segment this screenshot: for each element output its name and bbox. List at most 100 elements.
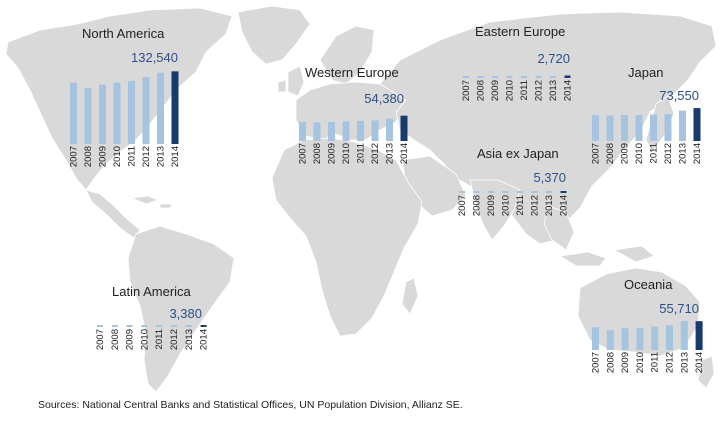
tick-label-2012: 2012 xyxy=(169,329,180,350)
bar-2010 xyxy=(635,115,643,141)
value-label: 73,550 xyxy=(659,88,699,103)
bar-2008 xyxy=(313,122,321,141)
bar-2012 xyxy=(142,77,150,144)
tick-label-2010: 2010 xyxy=(634,143,645,164)
bar-2011 xyxy=(128,80,135,144)
tick-label-2014: 2014 xyxy=(692,143,703,164)
south-america-landmass xyxy=(127,225,235,393)
tick-label-2010: 2010 xyxy=(501,195,512,216)
indian-subcontinent-landmass xyxy=(469,179,521,241)
bar-2007 xyxy=(592,327,599,350)
central-america-landmass xyxy=(85,189,141,239)
tick-label-2009: 2009 xyxy=(125,329,136,350)
bar-2013 xyxy=(157,72,164,144)
bar-2010 xyxy=(141,325,148,327)
tick-label-2009: 2009 xyxy=(620,143,631,164)
bar-2011 xyxy=(650,114,657,141)
asia-ex-japan-title: Asia ex Japan xyxy=(477,146,559,161)
tick-label-2008: 2008 xyxy=(476,80,487,101)
value-label: 2,720 xyxy=(537,51,570,66)
eastern-europe-title: Eastern Europe xyxy=(475,24,566,39)
bar-2014 xyxy=(200,325,207,327)
caribbean-islands xyxy=(131,195,173,209)
bar-2013 xyxy=(546,191,552,193)
bar-2008 xyxy=(84,88,92,144)
tick-label-2012: 2012 xyxy=(663,143,674,164)
tick-label-2011: 2011 xyxy=(356,143,367,163)
tick-label-2007: 2007 xyxy=(69,146,80,167)
source-note: Sources: National Central Banks and Stat… xyxy=(38,399,463,411)
oceania-chart: 2007 2008 2009 2010 2011 2012 2013 2014 55,710 xyxy=(591,301,706,373)
bar-2008 xyxy=(477,76,484,78)
bar-2009 xyxy=(621,328,629,350)
greenland-landmass xyxy=(237,5,311,65)
new-zealand-landmass xyxy=(697,355,715,389)
tick-label-2014: 2014 xyxy=(563,80,574,101)
tick-label-2012: 2012 xyxy=(665,352,676,373)
value-label: 5,370 xyxy=(533,170,566,185)
value-label: 55,710 xyxy=(659,301,699,316)
tick-label-2008: 2008 xyxy=(605,352,616,373)
bar-2009 xyxy=(328,121,335,141)
tick-label-2010: 2010 xyxy=(341,143,352,164)
africa-landmass xyxy=(271,137,423,337)
bar-2013 xyxy=(679,110,686,141)
bar-2014 xyxy=(693,108,701,141)
bar-2007 xyxy=(592,115,599,141)
tick-label-2014: 2014 xyxy=(399,143,410,164)
tick-label-2013: 2013 xyxy=(184,329,195,350)
bar-2012 xyxy=(531,191,538,193)
bar-2009 xyxy=(99,84,106,144)
tick-label-2011: 2011 xyxy=(519,80,530,100)
western-europe-chart: 2007 2008 2009 2010 2011 2012 2013 2014 54,380 xyxy=(298,91,411,164)
tick-label-2009: 2009 xyxy=(490,80,501,101)
bar-2014 xyxy=(400,115,408,141)
tick-label-2013: 2013 xyxy=(385,143,396,164)
tick-label-2009: 2009 xyxy=(620,352,631,373)
value-label: 54,380 xyxy=(364,91,404,106)
tick-label-2007: 2007 xyxy=(457,195,468,216)
tick-label-2012: 2012 xyxy=(141,146,152,167)
bar-2007 xyxy=(97,325,103,327)
tick-label-2011: 2011 xyxy=(650,352,661,372)
asia-ex-japan-chart: 2007 2008 2009 2010 2011 2012 2013 2014 5,370 xyxy=(457,170,570,216)
bar-2012 xyxy=(371,120,379,141)
bar-2012 xyxy=(666,325,673,350)
bar-2007 xyxy=(70,82,77,144)
tick-label-2010: 2010 xyxy=(112,146,123,167)
oceania-title: Oceania xyxy=(624,277,673,292)
bar-2009 xyxy=(621,115,628,141)
bar-2010 xyxy=(342,121,350,141)
tick-label-2008: 2008 xyxy=(83,146,94,167)
tick-label-2011: 2011 xyxy=(649,143,660,163)
tick-label-2007: 2007 xyxy=(95,329,106,350)
tick-label-2007: 2007 xyxy=(461,80,472,101)
bar-2009 xyxy=(488,191,494,193)
bar-2013 xyxy=(386,118,393,141)
tick-label-2012: 2012 xyxy=(530,195,541,216)
bar-2011 xyxy=(651,326,659,350)
bar-2008 xyxy=(473,191,480,193)
bar-2010 xyxy=(506,76,513,78)
bar-2014 xyxy=(171,71,179,144)
southeast-asia-landmass xyxy=(543,205,655,267)
tick-label-2010: 2010 xyxy=(505,80,516,101)
bar-2012 xyxy=(664,114,672,141)
japan-title: Japan xyxy=(628,65,664,80)
tick-label-2013: 2013 xyxy=(679,352,690,373)
eastern-europe-chart: 2007 2008 2009 2010 2011 2012 2013 2014 2,720 xyxy=(461,51,574,101)
tick-label-2008: 2008 xyxy=(312,143,323,164)
latin-america-title: Latin America xyxy=(112,284,191,299)
bar-2013 xyxy=(185,325,192,327)
tick-label-2007: 2007 xyxy=(591,352,602,373)
tick-label-2011: 2011 xyxy=(515,195,526,215)
bar-2014 xyxy=(560,191,567,193)
tick-label-2009: 2009 xyxy=(98,146,109,167)
value-label: 3,380 xyxy=(169,306,202,321)
bar-2008 xyxy=(606,115,614,141)
bar-2010 xyxy=(636,327,644,350)
bar-2013 xyxy=(550,76,556,78)
bar-2010 xyxy=(113,82,121,144)
tick-label-2009: 2009 xyxy=(486,195,497,216)
